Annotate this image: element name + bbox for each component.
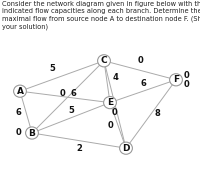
Text: 6: 6 [70,89,76,98]
Text: 0: 0 [137,56,143,65]
Text: 0: 0 [183,71,189,81]
Circle shape [104,97,116,109]
Text: 0: 0 [183,80,189,89]
Text: E: E [107,98,113,107]
Text: 0: 0 [112,108,118,117]
Text: 8: 8 [154,109,160,119]
Text: Consider the network diagram given in figure below with the
indicated flow capac: Consider the network diagram given in fi… [2,1,200,30]
Text: 6: 6 [140,79,146,88]
Text: D: D [122,144,130,153]
Text: F: F [173,75,179,84]
Text: 5: 5 [68,106,74,115]
Circle shape [98,55,110,67]
Text: 0: 0 [16,127,22,137]
Text: A: A [16,87,24,96]
Text: 5: 5 [49,64,55,73]
Text: B: B [29,128,35,138]
Text: 0: 0 [59,89,65,98]
Text: 4: 4 [112,73,118,82]
Text: 0: 0 [107,121,113,130]
Circle shape [170,74,182,86]
Text: C: C [101,56,107,65]
Circle shape [26,127,38,139]
Circle shape [14,85,26,97]
Text: 6: 6 [15,108,21,117]
Circle shape [120,142,132,154]
Text: 2: 2 [76,144,82,153]
